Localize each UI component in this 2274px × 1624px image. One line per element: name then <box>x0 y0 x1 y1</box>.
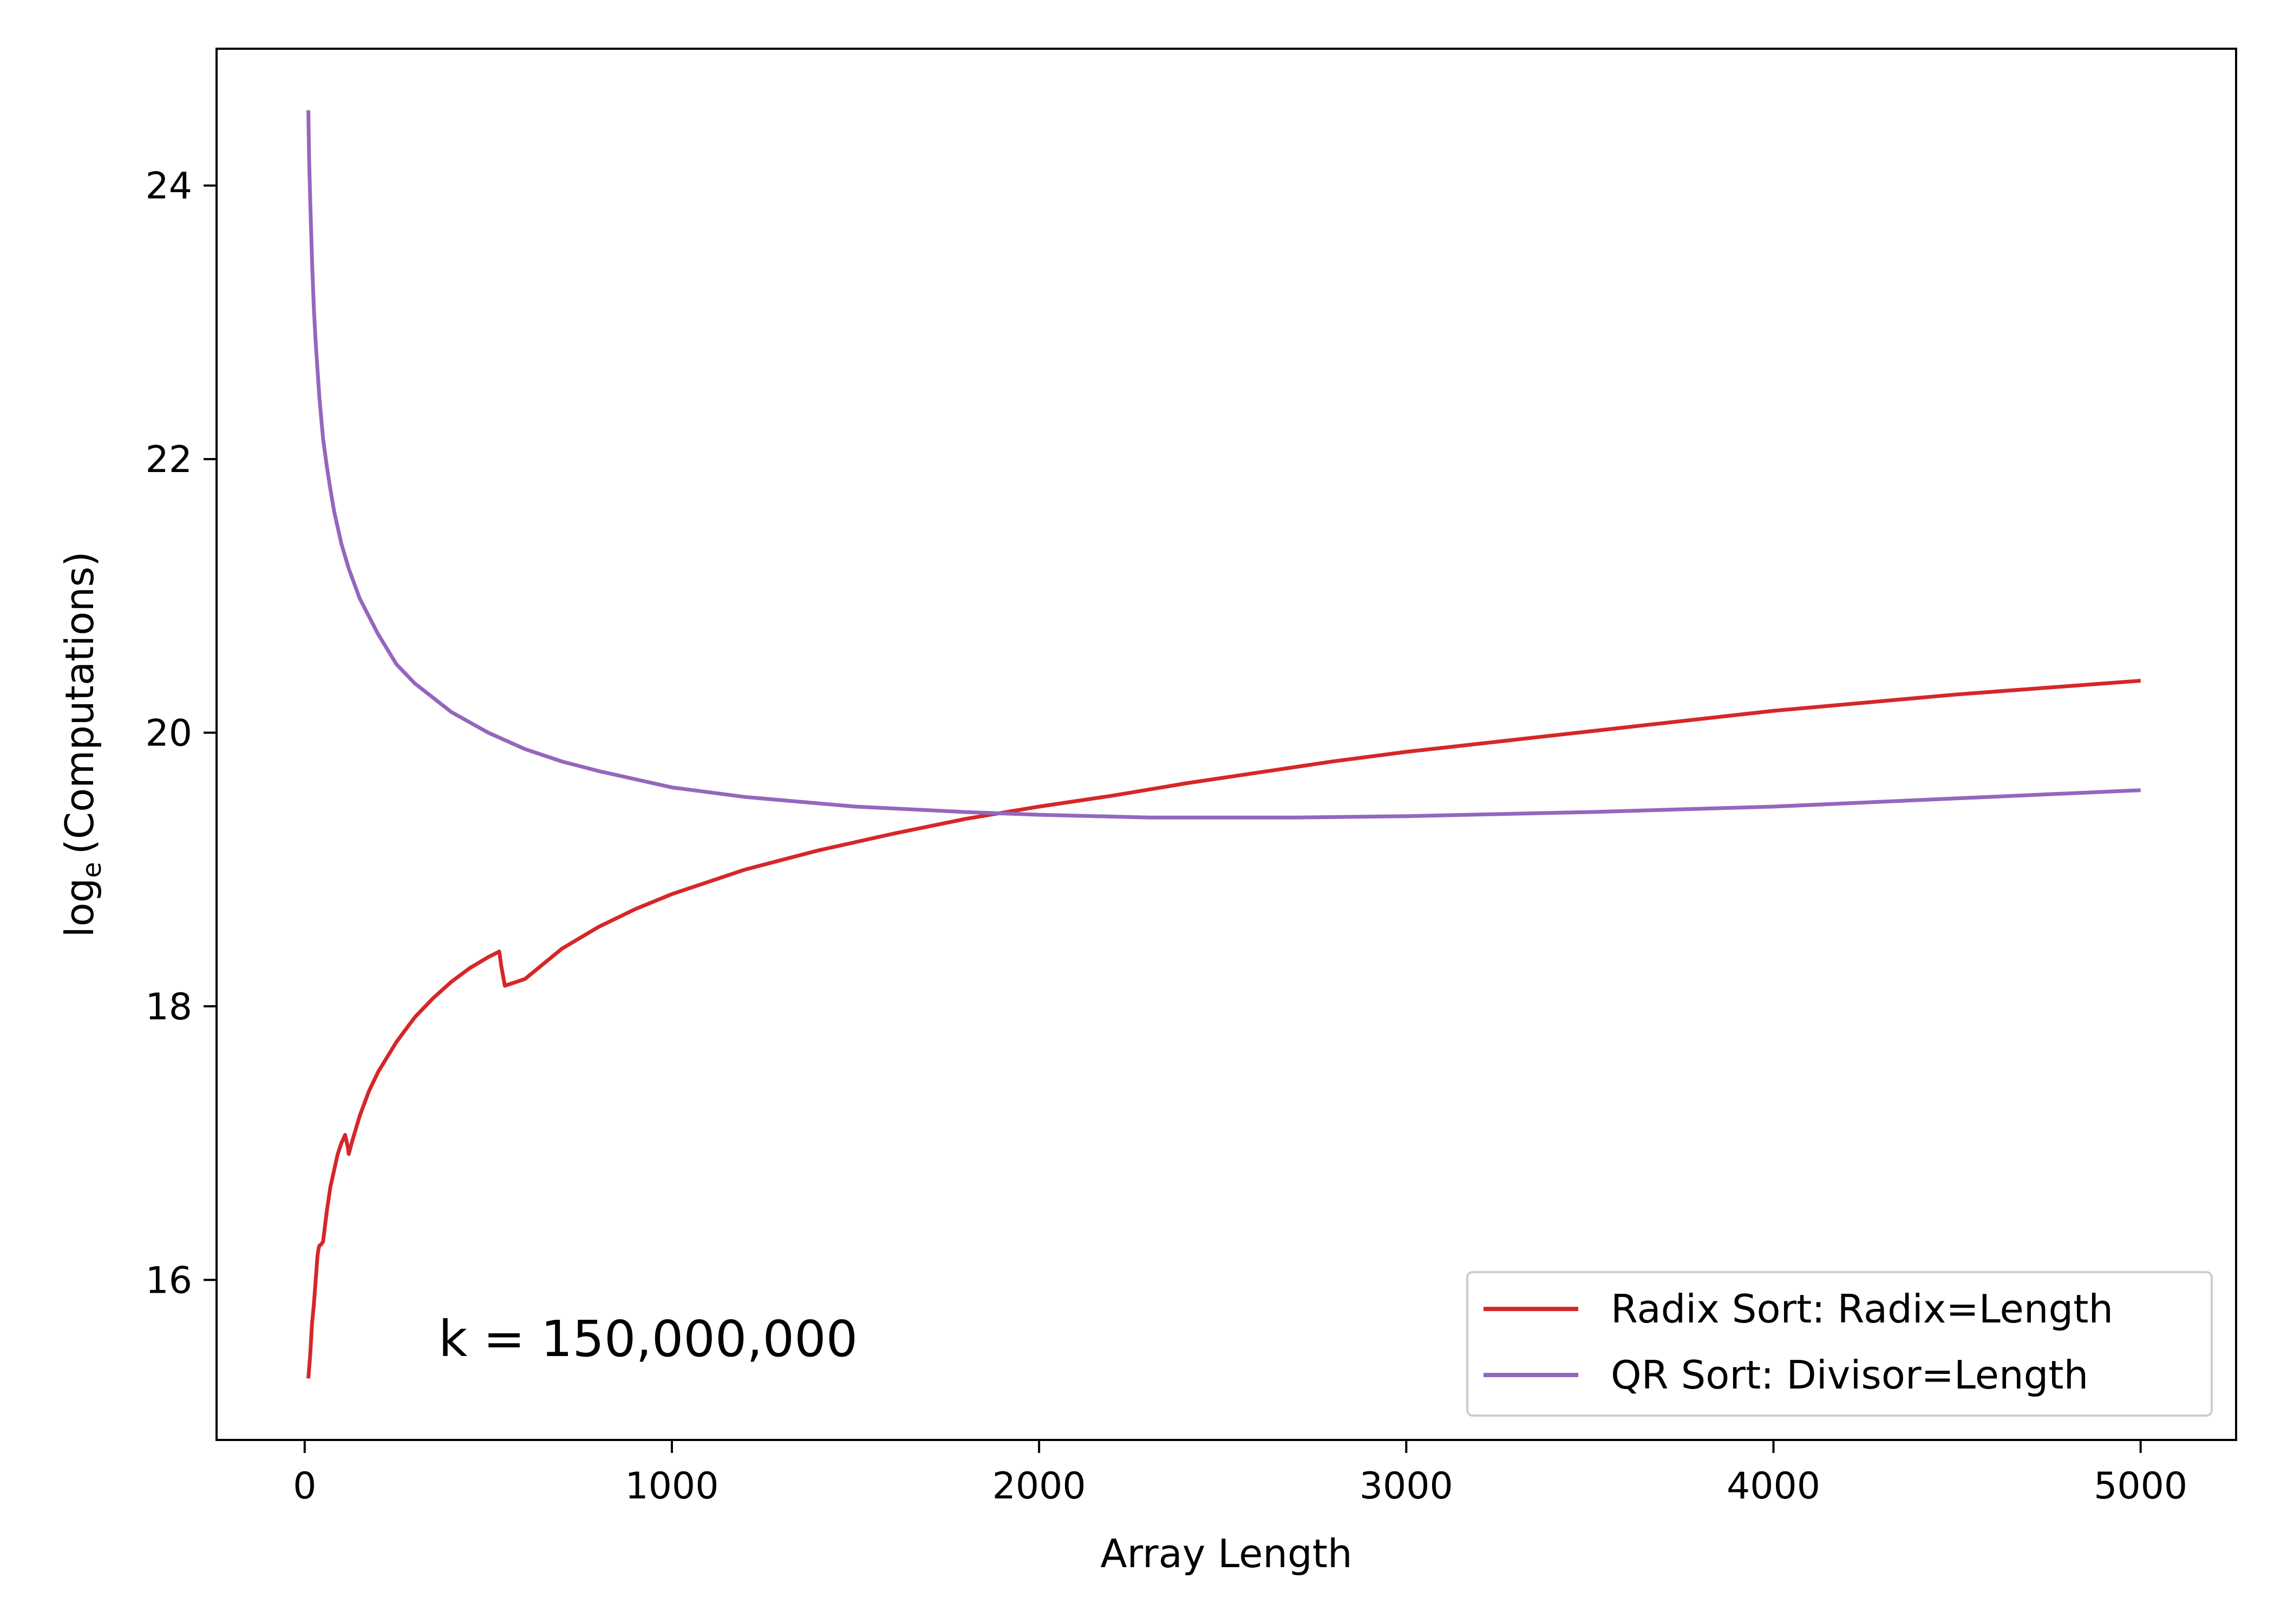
y-tick-label: 18 <box>145 986 192 1029</box>
legend: Radix Sort: Radix=Length QR Sort: Diviso… <box>1466 1271 2213 1417</box>
x-axis: 0 1000 2000 3000 4000 5000 <box>293 1440 2187 1508</box>
legend-box <box>1466 1271 2213 1417</box>
y-axis-label-quantity: (Computations) <box>57 551 102 854</box>
x-tick-label: 3000 <box>1360 1465 1453 1508</box>
legend-label-radix-sort: Radix Sort: Radix=Length <box>1611 1286 2113 1332</box>
k-annotation: k = 150,000,000 <box>439 1310 858 1368</box>
x-tick-label: 2000 <box>992 1465 1086 1508</box>
plot-frame <box>215 48 2237 1441</box>
y-axis-label-log: log <box>57 878 102 938</box>
y-axis-label: loge (Computations) <box>57 551 107 937</box>
x-axis-label: Array Length <box>1100 1531 1352 1576</box>
y-axis-label-subscript: e <box>77 862 107 878</box>
x-tick-label: 5000 <box>2094 1465 2187 1508</box>
series-line-radix-sort <box>306 679 2141 1379</box>
x-tick-label: 1000 <box>625 1465 718 1508</box>
x-tick-label: 0 <box>293 1465 316 1508</box>
legend-label-qr-sort: QR Sort: Divisor=Length <box>1611 1352 2088 1398</box>
y-tick-label: 22 <box>145 438 192 481</box>
y-tick-label: 20 <box>145 712 192 755</box>
y-tick-label: 24 <box>145 165 192 208</box>
x-tick-label: 4000 <box>1727 1465 1820 1508</box>
series-line-qr-sort <box>306 110 2141 820</box>
y-axis: 16 18 20 22 24 <box>145 165 217 1302</box>
y-tick-label: 16 <box>145 1259 192 1302</box>
series-layer <box>306 110 2141 1379</box>
